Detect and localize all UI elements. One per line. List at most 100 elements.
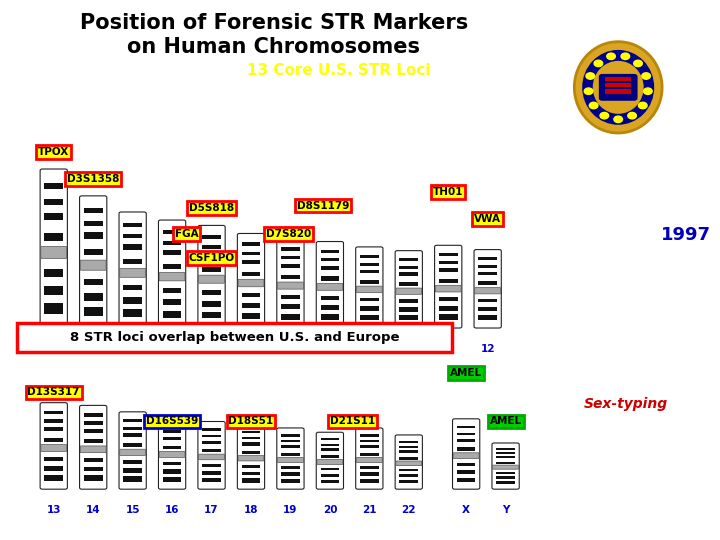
Text: AMEL: AMEL bbox=[450, 368, 482, 378]
FancyBboxPatch shape bbox=[599, 74, 638, 101]
Bar bbox=[123, 244, 142, 249]
Bar bbox=[606, 83, 631, 87]
Bar bbox=[360, 280, 379, 284]
Bar bbox=[163, 299, 181, 306]
Bar bbox=[456, 477, 475, 482]
Bar bbox=[400, 457, 418, 460]
Text: 1997: 1997 bbox=[662, 226, 711, 244]
FancyBboxPatch shape bbox=[356, 247, 383, 328]
Bar bbox=[45, 419, 63, 423]
Bar bbox=[281, 314, 300, 320]
Bar bbox=[202, 435, 221, 437]
Bar bbox=[202, 428, 221, 431]
FancyBboxPatch shape bbox=[316, 432, 343, 489]
Bar bbox=[400, 282, 418, 286]
Text: 4: 4 bbox=[168, 343, 176, 354]
Bar bbox=[400, 446, 418, 448]
Bar bbox=[242, 260, 261, 264]
FancyBboxPatch shape bbox=[395, 251, 423, 328]
Bar bbox=[456, 433, 475, 435]
Text: D7S820: D7S820 bbox=[266, 229, 311, 239]
Bar bbox=[400, 266, 418, 268]
FancyBboxPatch shape bbox=[41, 444, 67, 451]
Bar bbox=[123, 434, 142, 437]
FancyBboxPatch shape bbox=[17, 323, 452, 352]
Ellipse shape bbox=[575, 42, 662, 133]
Bar bbox=[439, 297, 457, 301]
FancyBboxPatch shape bbox=[119, 412, 146, 489]
Bar bbox=[202, 464, 221, 467]
Bar bbox=[202, 471, 221, 475]
FancyBboxPatch shape bbox=[159, 451, 185, 457]
Bar bbox=[84, 221, 102, 226]
Bar bbox=[281, 466, 300, 469]
Bar bbox=[478, 281, 497, 285]
Bar bbox=[163, 469, 181, 474]
FancyBboxPatch shape bbox=[80, 196, 107, 328]
FancyBboxPatch shape bbox=[474, 249, 501, 328]
Bar bbox=[281, 295, 300, 299]
Bar bbox=[242, 313, 261, 319]
Bar bbox=[123, 309, 142, 318]
FancyBboxPatch shape bbox=[238, 424, 265, 489]
Bar bbox=[84, 458, 102, 462]
Circle shape bbox=[628, 112, 636, 119]
Bar bbox=[360, 445, 379, 448]
Text: D21S11: D21S11 bbox=[330, 416, 375, 427]
Text: Position of Forensic STR Markers: Position of Forensic STR Markers bbox=[80, 13, 468, 33]
Bar bbox=[320, 314, 339, 320]
Bar bbox=[320, 258, 339, 261]
Bar bbox=[496, 462, 515, 464]
Bar bbox=[163, 250, 181, 255]
Circle shape bbox=[584, 88, 593, 94]
FancyBboxPatch shape bbox=[396, 288, 422, 294]
Text: 1: 1 bbox=[50, 343, 58, 354]
Bar bbox=[242, 437, 261, 440]
Bar bbox=[360, 466, 379, 469]
Circle shape bbox=[614, 116, 623, 123]
Bar bbox=[456, 463, 475, 466]
Bar bbox=[202, 289, 221, 295]
Bar bbox=[202, 245, 221, 249]
Circle shape bbox=[634, 60, 642, 66]
Bar bbox=[320, 474, 339, 477]
FancyBboxPatch shape bbox=[40, 169, 68, 328]
Bar bbox=[400, 307, 418, 312]
Bar bbox=[360, 298, 379, 301]
Text: 9: 9 bbox=[366, 343, 373, 354]
Bar bbox=[123, 476, 142, 482]
Bar bbox=[496, 448, 515, 450]
Bar bbox=[400, 299, 418, 303]
Bar bbox=[478, 265, 497, 268]
Bar bbox=[242, 252, 261, 255]
Text: 14: 14 bbox=[86, 505, 101, 515]
Bar bbox=[163, 430, 181, 433]
Bar bbox=[320, 266, 339, 270]
Bar bbox=[163, 288, 181, 293]
Bar bbox=[456, 470, 475, 474]
Bar bbox=[281, 472, 300, 476]
FancyBboxPatch shape bbox=[81, 260, 106, 270]
Bar bbox=[242, 302, 261, 308]
FancyBboxPatch shape bbox=[396, 461, 422, 465]
Bar bbox=[360, 434, 379, 436]
Circle shape bbox=[600, 112, 608, 119]
Bar bbox=[45, 303, 63, 314]
Bar bbox=[242, 242, 261, 246]
Text: CSF1PO: CSF1PO bbox=[189, 253, 235, 263]
Ellipse shape bbox=[582, 50, 654, 125]
Text: 22: 22 bbox=[402, 505, 416, 515]
Bar bbox=[496, 481, 515, 484]
Bar bbox=[202, 301, 221, 307]
Bar bbox=[439, 261, 457, 265]
Bar bbox=[496, 453, 515, 454]
Bar bbox=[320, 250, 339, 253]
Bar bbox=[84, 293, 102, 301]
Bar bbox=[202, 478, 221, 482]
FancyBboxPatch shape bbox=[395, 435, 423, 489]
Circle shape bbox=[621, 53, 630, 59]
Bar bbox=[360, 306, 379, 311]
Bar bbox=[45, 457, 63, 461]
FancyBboxPatch shape bbox=[453, 419, 480, 489]
Bar bbox=[84, 307, 102, 316]
